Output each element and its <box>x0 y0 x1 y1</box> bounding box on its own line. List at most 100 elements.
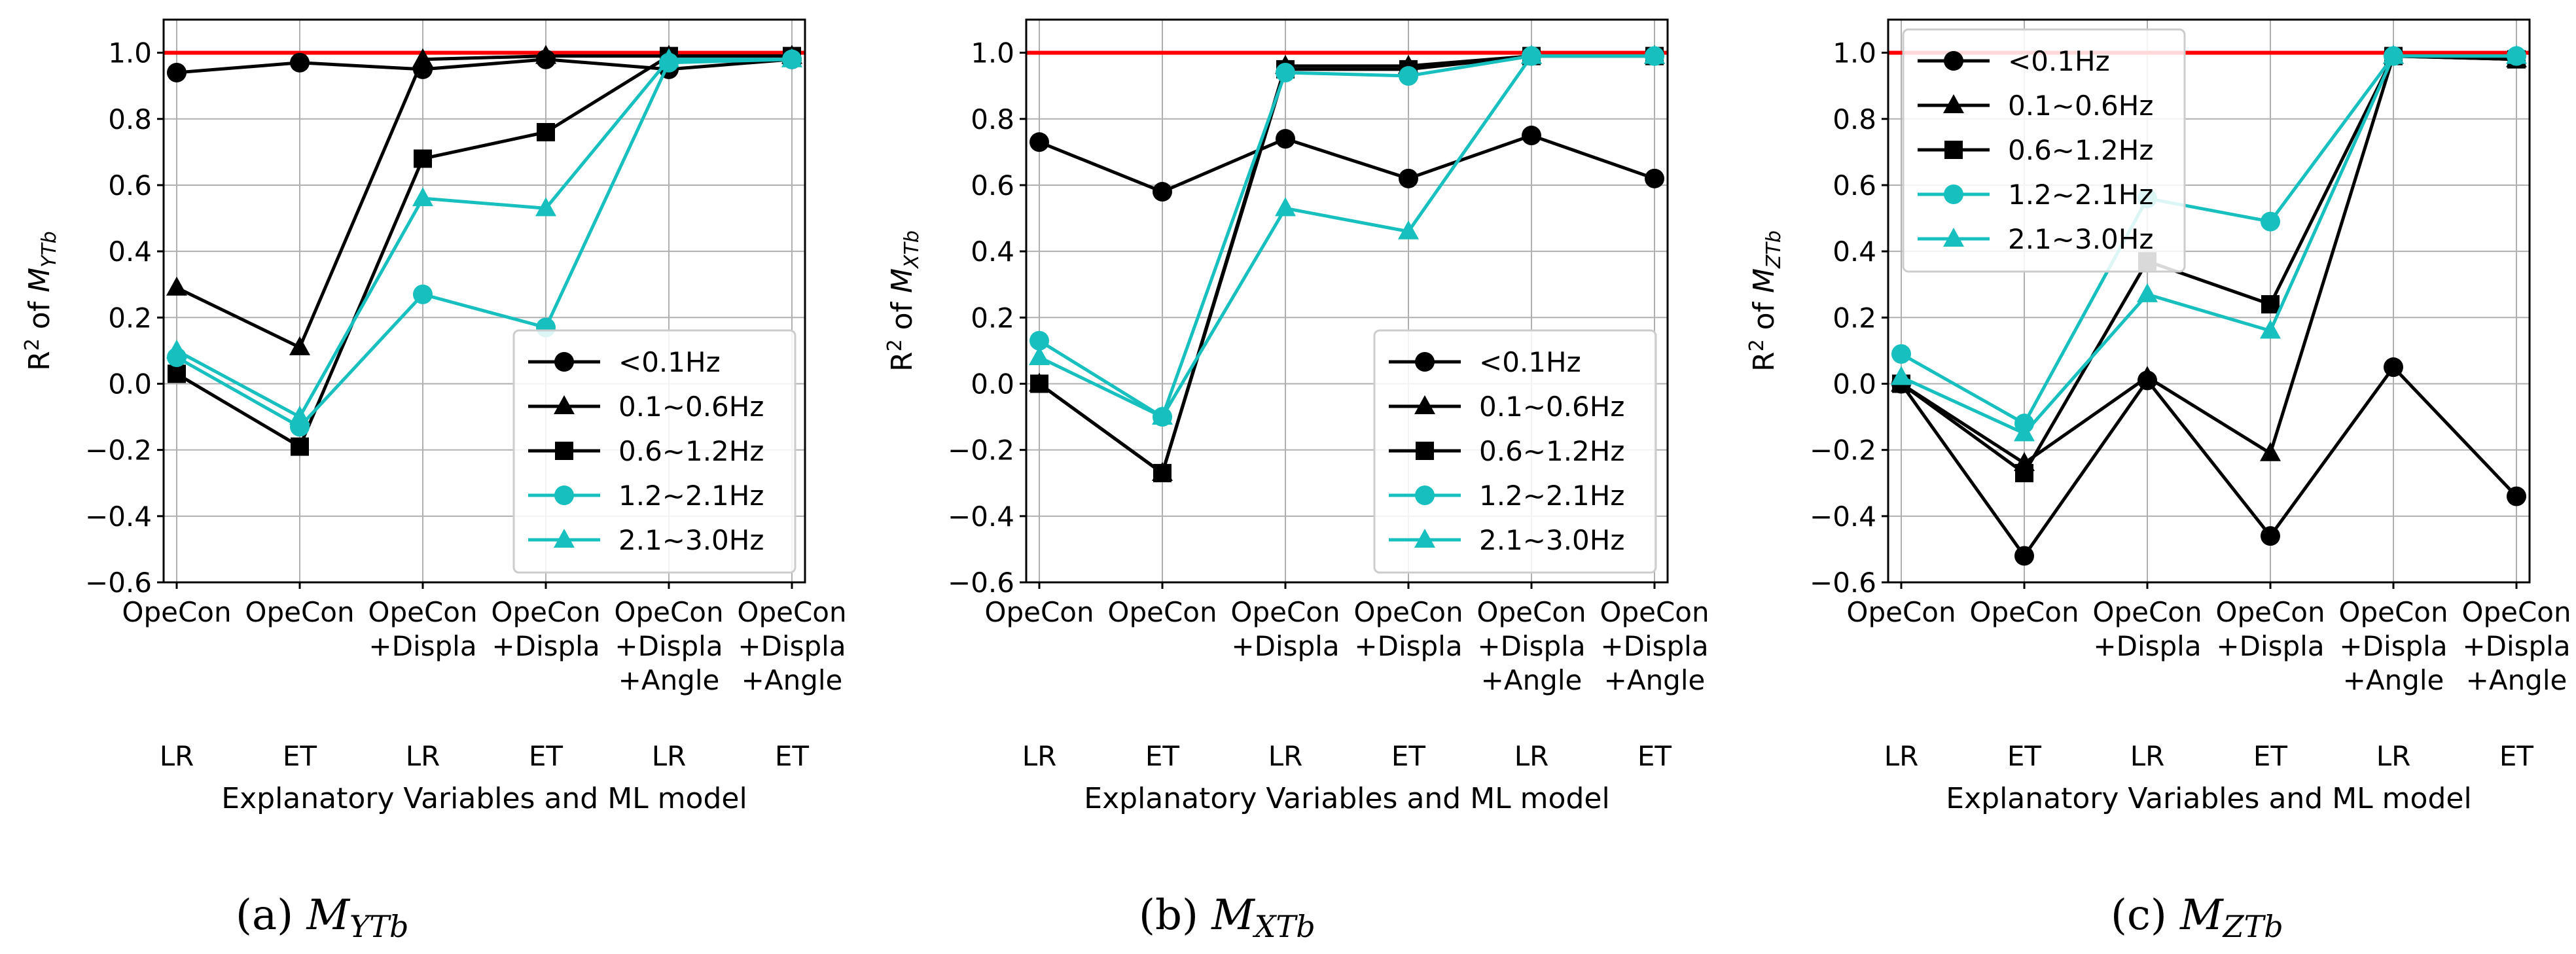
caption-symbol: M <box>2179 891 2224 940</box>
legend-label: <0.1Hz <box>618 346 721 378</box>
y-tick-label: 0.2 <box>1833 302 1876 334</box>
legend: <0.1Hz 0.1~0.6Hz 0.6~1.2Hz 1.2~2.1Hz 2.1~3.0… <box>1902 28 2186 273</box>
series-0.1~0.6Hz <box>166 44 802 355</box>
data-point <box>2260 442 2281 461</box>
legend-entry: 0.6~1.2Hz <box>1918 134 2153 166</box>
data-point <box>1399 168 1418 188</box>
legend-entry: 0.1~0.6Hz <box>1389 391 1624 423</box>
data-point <box>166 276 187 296</box>
series-line <box>1038 54 1655 419</box>
x-tick-label: OpeCon <box>1846 596 1956 628</box>
x-tick-label: OpeCon <box>1107 596 1217 628</box>
legend-marker <box>554 529 575 548</box>
legend-marker <box>555 442 573 460</box>
legend-marker <box>1415 486 1435 505</box>
data-point <box>1276 129 1295 149</box>
x-tick-label: +Displa <box>2216 630 2324 662</box>
data-point <box>1153 464 1172 483</box>
y-tick-label: 0.0 <box>1833 368 1876 400</box>
legend-entry: <0.1Hz <box>1918 45 2110 77</box>
caption-subscript: ZTb <box>2222 909 2283 944</box>
legend-entry: 2.1~3.0Hz <box>528 524 764 556</box>
svg-text:(c) MZTb: (c) MZTb <box>2111 891 2283 944</box>
x-model-label: ET <box>2253 740 2288 772</box>
caption-letter: (b) <box>1139 891 1198 940</box>
data-point <box>412 48 433 67</box>
x-model-label: ET <box>2007 740 2042 772</box>
x-tick-label: OpeCon <box>614 596 723 628</box>
data-point <box>1644 44 1665 64</box>
x-model-label: LR <box>1022 740 1057 772</box>
legend-label: 2.1~3.0Hz <box>1479 524 1624 556</box>
data-point <box>1152 406 1173 425</box>
data-point <box>1645 168 1664 188</box>
plot-frame <box>1025 18 1669 584</box>
legend-marker <box>1944 141 1963 159</box>
data-point <box>1398 220 1419 239</box>
data-point <box>1891 344 1911 364</box>
x-tick-label: +Angle <box>1481 664 1583 696</box>
data-point <box>2260 319 2281 339</box>
x-tick-label: +Displa <box>368 630 476 662</box>
x-tick-label: +Angle <box>2466 664 2567 696</box>
data-point <box>289 406 310 425</box>
caption-subscript: YTb <box>349 909 409 944</box>
data-point <box>1891 366 1912 385</box>
series-line <box>1899 365 2518 558</box>
data-point <box>166 339 187 359</box>
x-tick-label: +Angle <box>742 664 843 696</box>
series-2.1~3.0Hz <box>1891 44 2527 442</box>
data-point <box>1153 182 1172 202</box>
y-tick-label: 1.0 <box>108 37 152 69</box>
data-point <box>535 44 556 64</box>
legend-box <box>1373 329 1657 574</box>
data-point <box>535 197 556 217</box>
x-tick-label: +Displa <box>1354 630 1462 662</box>
data-point <box>2015 464 2033 483</box>
legend-label: <0.1Hz <box>2008 45 2110 77</box>
series-line <box>175 58 793 429</box>
caption-letter: (c) <box>2111 891 2167 940</box>
caption-symbol: M <box>1211 891 1255 940</box>
x-model-label: ET <box>529 740 564 772</box>
data-point <box>2383 44 2404 64</box>
legend-marker <box>554 352 574 372</box>
legend-entry: 0.6~1.2Hz <box>528 435 764 467</box>
x-model-label: LR <box>1268 740 1303 772</box>
legend-box <box>512 329 796 574</box>
x-tick-label: OpeCon <box>1600 596 1709 628</box>
x-axis-label: Explanatory Variables and ML model <box>1946 782 2471 815</box>
legend-marker <box>1414 529 1435 548</box>
y-axis-label: R2 of MXTb <box>884 230 923 372</box>
legend-label: 0.1~0.6Hz <box>618 391 764 423</box>
legend-entry: 0.1~0.6Hz <box>528 391 764 423</box>
caption-a: (a) MYTb <box>236 891 408 944</box>
x-model-label: ET <box>1391 740 1426 772</box>
x-tick-label: OpeCon <box>2338 596 2448 628</box>
legend-label: 2.1~3.0Hz <box>2008 223 2153 255</box>
plot-frame <box>1887 18 2531 584</box>
data-point <box>1399 66 1418 86</box>
y-tick-label: 0.0 <box>971 368 1014 400</box>
data-point <box>1029 346 1050 365</box>
series-2.1~3.0Hz <box>1029 44 1665 425</box>
y-tick-label: 0.8 <box>108 103 152 135</box>
legend-marker <box>554 395 575 414</box>
legend-box <box>1902 28 2186 273</box>
series-line <box>175 54 792 449</box>
chart-b: 1.00.80.60.40.20.0−0.2−0.4−0.6OpeConLROp… <box>884 18 1709 815</box>
x-model-label: LR <box>406 740 440 772</box>
y-tick-label: 1.0 <box>1833 37 1876 69</box>
plot-frame <box>162 18 806 584</box>
data-point <box>2137 283 2158 302</box>
legend-label: 0.6~1.2Hz <box>1479 435 1624 467</box>
y-tick-label: −0.2 <box>1810 434 1876 467</box>
legend-marker <box>1414 395 1435 414</box>
chart-c: 1.00.80.60.40.20.0−0.2−0.4−0.6OpeConLROp… <box>1745 18 2571 815</box>
caption-letter: (a) <box>236 891 293 940</box>
y-tick-label: −0.2 <box>948 434 1014 467</box>
x-tick-label: OpeCon <box>122 596 231 628</box>
y-tick-label: 0.6 <box>1833 169 1876 202</box>
y-tick-label: −0.6 <box>85 567 152 599</box>
legend-label: 2.1~3.0Hz <box>618 524 764 556</box>
